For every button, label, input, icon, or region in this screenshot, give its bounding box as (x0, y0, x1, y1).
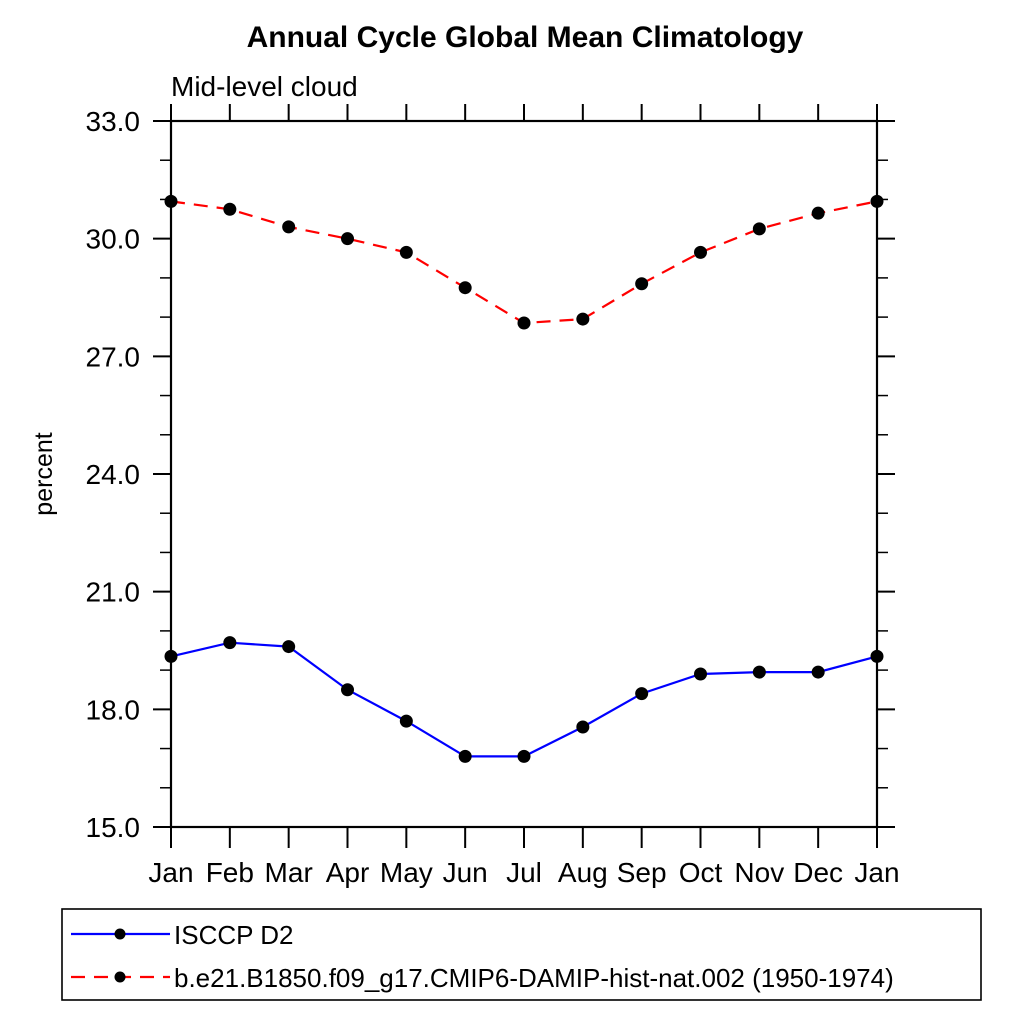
series-marker (517, 749, 531, 763)
series-line-obs (170, 641, 878, 758)
x-axis-tick-label: Jan (854, 857, 899, 888)
series-marker (458, 749, 472, 763)
x-axis-tick-label: Jul (506, 857, 542, 888)
y-axis-tick-label: 27.0 (86, 341, 141, 372)
x-axis-tick-label: Aug (558, 857, 608, 888)
series-marker (576, 720, 590, 734)
series-marker (164, 194, 178, 208)
x-axis-tick-label: Sep (617, 857, 667, 888)
x-axis-tick-label: Mar (265, 857, 313, 888)
x-axis-ticks (170, 104, 878, 848)
x-axis-tick-label: Dec (793, 857, 843, 888)
series-marker (223, 636, 237, 650)
series-line-model (170, 200, 878, 325)
y-axis-tick-label: 33.0 (86, 106, 141, 137)
y-axis-tick-label: 30.0 (86, 224, 141, 255)
series-marker (458, 281, 472, 295)
y-axis-tick-label: 18.0 (86, 694, 141, 725)
x-axis-tick-label: Oct (679, 857, 723, 888)
y-axis-title: percent (30, 432, 58, 515)
legend-label: ISCCP D2 (174, 920, 293, 950)
legend-box (61, 908, 982, 1001)
series-marker (870, 194, 884, 208)
x-axis-tick-label: Nov (734, 857, 784, 888)
series-marker (635, 277, 649, 291)
series-marker (635, 687, 649, 701)
series-marker (341, 683, 354, 697)
series-marker (694, 245, 707, 259)
series-marker (811, 665, 825, 679)
plot-border (169, 119, 879, 829)
y-axis-tick-labels: 15.0 18.0 21.0 24.0 27.0 30.0 33.0 (86, 106, 141, 843)
legend-sample-marker (114, 928, 126, 940)
x-axis-tick-label: May (380, 857, 433, 888)
series-marker (870, 649, 884, 663)
series-marker (399, 245, 413, 259)
series-marker (282, 640, 296, 654)
legend-label: b.e21.B1850.f09_g17.CMIP6-DAMIP-hist-nat… (174, 963, 894, 993)
y-axis-tick-label: 15.0 (86, 812, 141, 843)
series-marker (694, 667, 707, 681)
series-marker (164, 649, 178, 663)
series-marker (517, 316, 531, 330)
series-marker (282, 220, 296, 234)
chart-title: Annual Cycle Global Mean Climatology (247, 21, 804, 54)
series-marker (341, 232, 354, 246)
y-axis-tick-label: 24.0 (86, 459, 141, 490)
legend-sample-marker (114, 971, 126, 983)
y-axis-ticks (153, 120, 895, 828)
data-series (164, 194, 884, 763)
series-marker (752, 222, 766, 236)
x-axis-tick-labels: Jan Feb Mar Apr May Jun Jul Aug Sep Oct Nov Dec Jan (148, 857, 899, 888)
x-axis-tick-label: Jun (443, 857, 488, 888)
series-marker (399, 714, 413, 728)
plot-frame (169, 119, 879, 829)
series-marker (811, 206, 825, 220)
series-marker (223, 202, 237, 216)
legend: ISCCP D2 b.e21.B1850.f09_g17.CMIP6-DAMIP-… (61, 908, 982, 1001)
chart-subtitle: Mid-level cloud (171, 71, 358, 102)
series-marker (576, 312, 590, 326)
x-axis-tick-label: Feb (206, 857, 254, 888)
y-axis-tick-label: 21.0 (86, 577, 141, 608)
x-axis-tick-label: Apr (326, 857, 370, 888)
series-marker (752, 665, 766, 679)
x-axis-tick-label: Jan (148, 857, 193, 888)
